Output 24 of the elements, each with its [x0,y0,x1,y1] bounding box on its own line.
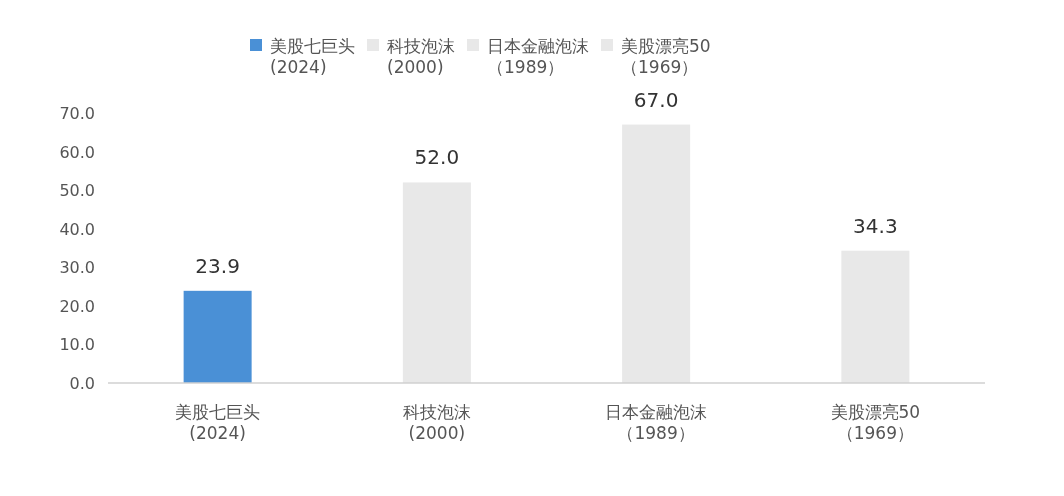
legend-label: 美股七巨头(2024) [270,36,355,78]
x-tick-label: 科技泡沫(2000) [402,402,471,444]
y-tick-label: 0.0 [69,374,95,393]
legend-item: 美股七巨头(2024) [250,36,355,78]
y-tick-label: 30.0 [59,258,95,278]
y-tick-label: 40.0 [59,219,95,239]
data-label: 23.9 [195,253,240,278]
x-tick-label: 美股七巨头(2024) [175,402,261,444]
x-tick-label: 美股漂亮50（1969） [830,402,921,444]
y-tick-label: 50.0 [59,181,95,201]
y-tick-label: 70.0 [59,104,95,123]
data-label: 34.3 [853,213,898,238]
legend-item: 科技泡沫(2000) [367,36,455,78]
legend-item: 美股漂亮50（1969） [601,36,711,78]
legend-label: 日本金融泡沫（1989） [487,36,589,78]
legend-label: 科技泡沫(2000) [387,36,455,78]
y-tick-label: 20.0 [59,296,95,316]
data-label: 52.0 [414,145,460,170]
y-tick-label: 60.0 [59,142,95,162]
legend-label: 美股漂亮50（1969） [621,36,711,78]
y-tick-label: 10.0 [59,335,95,355]
legend-item: 日本金融泡沫（1989） [467,36,589,78]
x-tick-label: 日本金融泡沫（1989） [605,402,708,444]
data-label: 67.0 [633,87,679,112]
